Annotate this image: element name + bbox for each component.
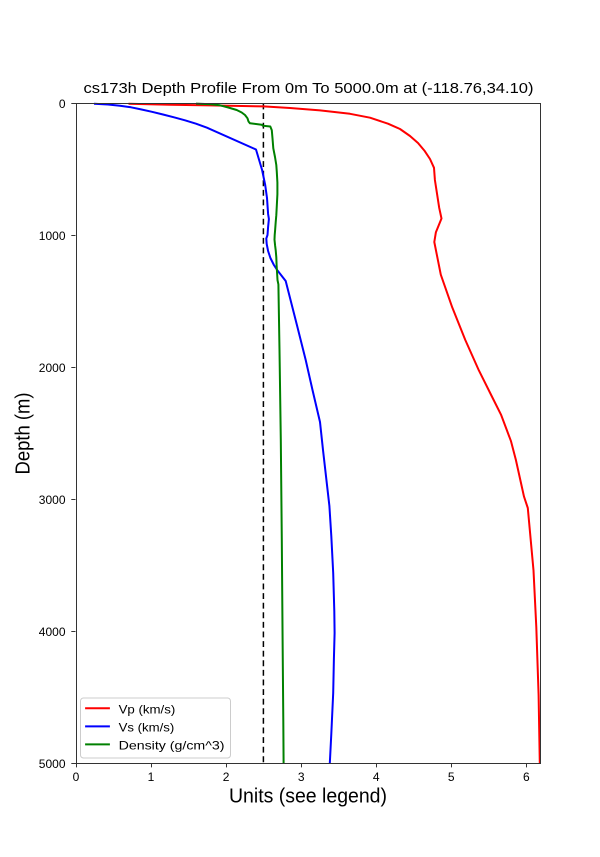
svg-text:2: 2 [223, 770, 230, 784]
svg-text:5: 5 [448, 770, 455, 784]
svg-text:2000: 2000 [39, 361, 66, 375]
svg-text:Depth (m): Depth (m) [13, 393, 35, 475]
svg-text:Vs (km/s): Vs (km/s) [119, 720, 175, 734]
svg-text:3000: 3000 [39, 493, 66, 507]
svg-text:0: 0 [73, 770, 80, 784]
svg-text:4: 4 [373, 770, 380, 784]
svg-text:0: 0 [59, 97, 66, 111]
svg-text:Density (g/cm^3): Density (g/cm^3) [119, 738, 225, 752]
svg-text:3: 3 [298, 770, 305, 784]
svg-text:5000: 5000 [39, 757, 66, 771]
svg-text:Units (see legend): Units (see legend) [229, 786, 387, 808]
svg-text:cs173h Depth Profile From 0m T: cs173h Depth Profile From 0m To 5000.0m … [84, 81, 534, 97]
svg-text:Vp (km/s): Vp (km/s) [119, 702, 176, 716]
svg-text:1: 1 [148, 770, 155, 784]
svg-text:6: 6 [523, 770, 530, 784]
svg-text:4000: 4000 [39, 625, 66, 639]
svg-text:1000: 1000 [39, 229, 66, 243]
